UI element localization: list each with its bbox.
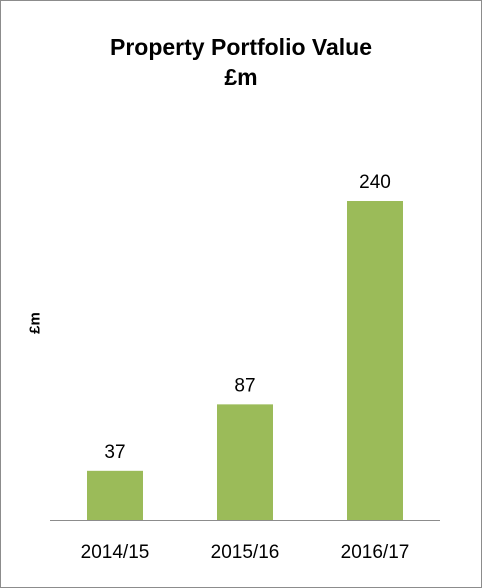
data-label-2016/17: 240	[359, 172, 391, 193]
x-tick-label-2015/16: 2015/16	[211, 542, 280, 563]
chart-title: Property Portfolio Value	[110, 34, 372, 60]
bar-2015/16	[217, 404, 273, 520]
chart-subtitle: £m	[224, 64, 258, 90]
data-label-2014/15: 37	[104, 442, 125, 463]
x-tick-label-2016/17: 2016/17	[341, 542, 410, 563]
bar-2014/15	[87, 470, 143, 520]
x-tick-label-2014/15: 2014/15	[81, 542, 150, 563]
data-label-2015/16: 87	[234, 375, 255, 396]
bar-2016/17	[347, 201, 403, 520]
